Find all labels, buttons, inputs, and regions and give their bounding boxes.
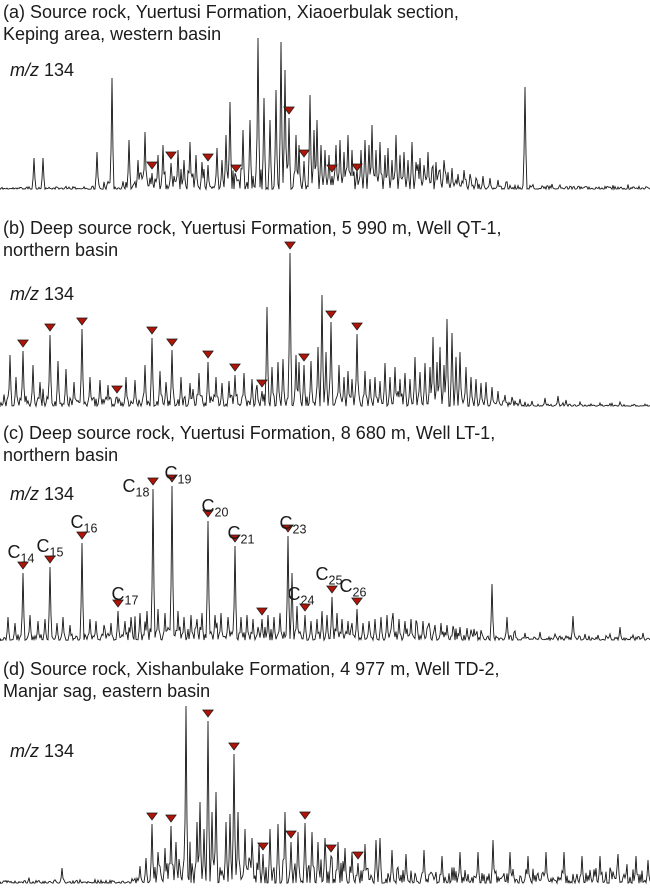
peak-marker-triangle — [299, 811, 311, 820]
peak-marker-triangle — [112, 599, 124, 608]
trace-d — [0, 705, 650, 885]
peak-marker-triangle — [256, 379, 268, 388]
panel-d-mz-label: m/z 134 — [10, 741, 74, 762]
chromatogram-panel-d — [0, 705, 650, 885]
mz-value: 134 — [44, 741, 75, 761]
peak-marker-triangle — [146, 161, 158, 170]
mz-value: 134 — [44, 60, 75, 80]
peak-marker-triangle — [351, 322, 363, 331]
panel-c-title: (c) Deep source rock, Yuertusi Formation… — [3, 423, 495, 466]
peak-marker-triangle — [325, 310, 337, 319]
panel-b-title-line1: (b) Deep source rock, Yuertusi Formation… — [3, 218, 502, 238]
peak-marker-triangle — [256, 607, 268, 616]
panel-c-title-line2: northern basin — [3, 444, 119, 465]
peak-marker-triangle — [285, 830, 297, 839]
carbon-number-label: C14 — [8, 542, 35, 566]
carbon-number-label: C18 — [123, 476, 150, 500]
peak-marker-triangle — [44, 323, 56, 332]
panel-a-mz-label: m/z 134 — [10, 60, 74, 81]
mz-italic: m/z — [10, 284, 39, 304]
mz-italic: m/z — [10, 484, 39, 504]
panel-d-title-line2: Manjar sag, eastern basin — [3, 680, 211, 701]
carbon-number-label: C17 — [112, 584, 139, 608]
peak-marker-triangle — [202, 509, 214, 518]
peak-marker-triangle — [17, 561, 29, 570]
peak-marker-triangle — [166, 474, 178, 483]
mz-italic: m/z — [10, 60, 39, 80]
peak-marker-triangle — [146, 326, 158, 335]
carbon-number-label: C23 — [280, 513, 307, 537]
peak-marker-triangle — [17, 339, 29, 348]
peak-marker-triangle — [166, 338, 178, 347]
panel-b-title: (b) Deep source rock, Yuertusi Formation… — [3, 218, 502, 261]
peak-marker-triangle — [298, 149, 310, 158]
panel-a-title: (a) Source rock, Yuertusi Formation, Xia… — [3, 2, 459, 45]
peak-marker-triangle — [202, 709, 214, 718]
chromatogram-panel-a — [0, 37, 650, 191]
peak-marker-triangle — [282, 524, 294, 533]
mz-italic: m/z — [10, 741, 39, 761]
panel-c-mz-label: m/z 134 — [10, 484, 74, 505]
panel-a-title-line2: Keping area, western basin — [3, 23, 222, 44]
trace-a — [0, 37, 650, 191]
carbon-number-label: C26 — [340, 576, 367, 600]
panel-b-title-line2: northern basin — [3, 239, 119, 260]
carbon-number-label: C21 — [228, 523, 255, 547]
panel-d-title-line1: (d) Source rock, Xishanbulake Formation,… — [3, 659, 500, 679]
carbon-number-label: C24 — [288, 584, 315, 608]
peak-marker-triangle — [228, 742, 240, 751]
peak-marker-triangle — [229, 363, 241, 372]
peak-marker-triangle — [202, 350, 214, 359]
peak-marker-triangle — [165, 151, 177, 160]
peak-marker-triangle — [351, 163, 363, 172]
peak-marker-triangle — [283, 106, 295, 115]
peak-marker-triangle — [352, 851, 364, 860]
panel-b-mz-label: m/z 134 — [10, 284, 74, 305]
mz-value: 134 — [44, 484, 75, 504]
peak-marker-triangle — [325, 844, 337, 853]
peak-marker-triangle — [147, 477, 159, 486]
carbon-number-label: C19 — [165, 463, 192, 487]
peak-marker-triangle — [165, 814, 177, 823]
peak-marker-triangle — [298, 353, 310, 362]
trace-b — [0, 252, 650, 408]
peak-marker-triangle — [257, 842, 269, 851]
peak-marker-triangle — [202, 153, 214, 162]
carbon-number-label: C20 — [202, 496, 229, 520]
peak-marker-triangle — [44, 555, 56, 564]
peak-marker-triangle — [76, 317, 88, 326]
peak-marker-triangle — [351, 597, 363, 606]
peak-marker-triangle — [111, 385, 123, 394]
carbon-number-label: C25 — [316, 564, 343, 588]
panel-a-title-line1: (a) Source rock, Yuertusi Formation, Xia… — [3, 2, 459, 22]
peak-marker-triangle — [299, 603, 311, 612]
panel-d-title: (d) Source rock, Xishanbulake Formation,… — [3, 659, 500, 702]
peak-marker-triangle — [76, 531, 88, 540]
carbon-number-label: C16 — [71, 512, 98, 536]
trace-c — [0, 485, 650, 642]
peak-marker-triangle — [326, 585, 338, 594]
peak-marker-triangle — [146, 812, 158, 821]
peak-marker-triangle — [284, 241, 296, 250]
peak-marker-triangle — [229, 534, 241, 543]
carbon-number-label: C15 — [37, 536, 64, 560]
mz-value: 134 — [44, 284, 75, 304]
peak-marker-triangle — [326, 164, 338, 173]
peak-marker-triangle — [230, 164, 242, 173]
chromatogram-panel-b — [0, 241, 650, 408]
panel-c-title-line1: (c) Deep source rock, Yuertusi Formation… — [3, 423, 496, 443]
